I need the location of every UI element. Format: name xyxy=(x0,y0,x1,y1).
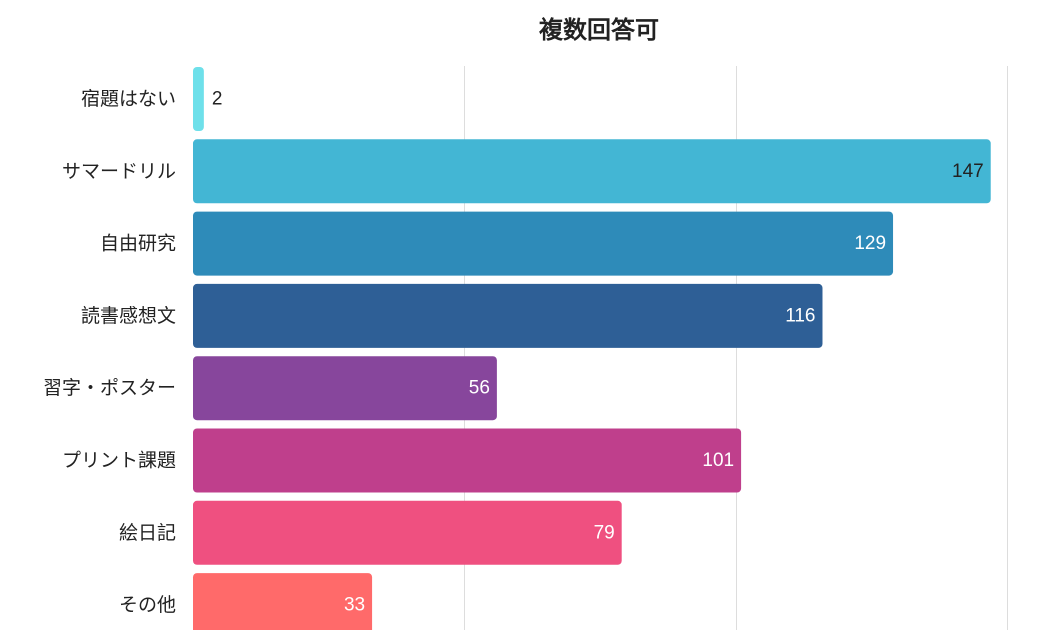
category-label-2: サマードリル xyxy=(62,160,176,182)
value-label-6: 101 xyxy=(702,450,734,471)
value-label-4: 116 xyxy=(785,305,815,326)
category-label-5: 習字・ポスター xyxy=(43,377,176,399)
bar-4 xyxy=(193,283,823,348)
category-label-3: 自由研究 xyxy=(100,233,176,255)
value-label-1: 2 xyxy=(212,89,223,110)
category-label-4: 読書感想文 xyxy=(81,305,176,327)
value-label-8: 33 xyxy=(344,595,365,616)
bar-3 xyxy=(193,211,894,276)
bar-8 xyxy=(193,573,373,630)
value-label-7: 79 xyxy=(594,522,615,543)
bar-6 xyxy=(193,428,742,493)
category-label-6: プリント課題 xyxy=(62,450,176,472)
value-labels: 2 147 129 116 56 101 79 33 xyxy=(212,89,984,616)
bar-1 xyxy=(193,67,204,131)
category-label-7: 絵日記 xyxy=(119,522,176,544)
chart-subtitle: 複数回答可 xyxy=(539,16,659,44)
bar-7 xyxy=(193,500,622,565)
value-label-2: 147 xyxy=(952,161,984,182)
value-label-5: 56 xyxy=(469,378,490,399)
category-label-8: その他 xyxy=(119,594,176,616)
value-label-3: 129 xyxy=(854,233,886,254)
category-label-1: 宿題はない xyxy=(81,88,176,110)
bars xyxy=(193,67,991,630)
bar-5 xyxy=(193,356,497,421)
bar-2 xyxy=(193,139,991,204)
